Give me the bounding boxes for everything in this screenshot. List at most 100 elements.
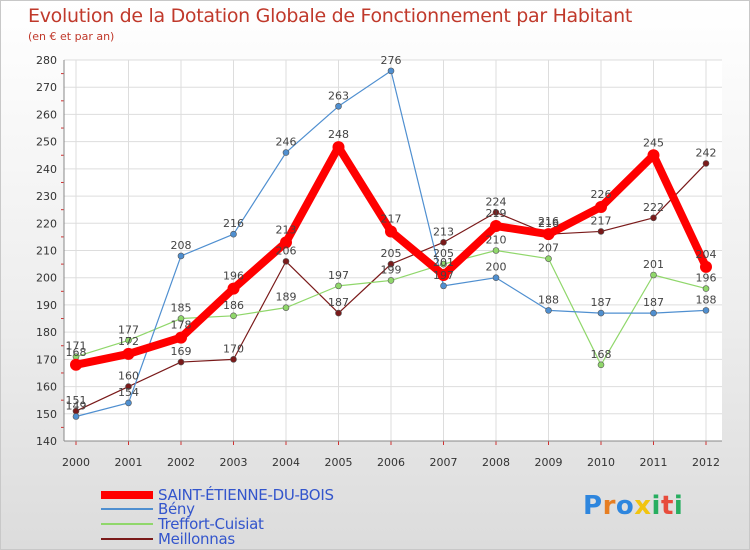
- data-point: [175, 331, 187, 344]
- data-point: [230, 230, 237, 238]
- logo-letter: t: [660, 491, 674, 521]
- data-label: 185: [171, 302, 192, 315]
- data-point: [72, 413, 80, 420]
- logo-letter: i: [651, 491, 661, 521]
- x-tick-label: 2002: [167, 456, 195, 469]
- data-point: [387, 277, 395, 284]
- data-point: [177, 252, 185, 260]
- data-point: [545, 255, 552, 262]
- legend-swatch: [101, 508, 153, 510]
- data-label: 186: [223, 299, 244, 312]
- data-label: 154: [118, 386, 139, 399]
- y-tick-label: 140: [36, 435, 57, 448]
- data-point: [650, 271, 657, 279]
- data-label: 216: [538, 217, 559, 230]
- data-label: 245: [643, 136, 664, 149]
- y-tick-label: 240: [36, 163, 57, 176]
- data-label: 196: [696, 272, 717, 285]
- data-label: 201: [643, 258, 664, 271]
- x-tick-label: 2006: [377, 456, 405, 469]
- data-label: 149: [66, 400, 87, 413]
- data-label: 201: [433, 256, 454, 269]
- legend-swatch: [101, 523, 153, 525]
- data-point: [227, 282, 240, 295]
- data-label: 178: [171, 319, 192, 332]
- data-point: [702, 285, 710, 292]
- data-point: [650, 214, 657, 222]
- data-label: 216: [538, 215, 559, 228]
- data-point: [335, 102, 342, 110]
- y-tick-label: 200: [36, 272, 57, 285]
- data-label: 204: [696, 248, 717, 261]
- data-point: [282, 258, 290, 265]
- data-label: 224: [486, 195, 507, 208]
- legend-label: Meillonnas: [158, 530, 235, 548]
- data-label: 168: [591, 348, 612, 361]
- data-point: [597, 309, 605, 317]
- data-point: [492, 274, 500, 282]
- data-point: [437, 268, 450, 281]
- data-label: 196: [223, 270, 244, 283]
- y-tick-label: 210: [36, 245, 57, 258]
- data-label: 187: [328, 296, 349, 309]
- data-label: 222: [643, 201, 664, 214]
- data-point: [230, 356, 237, 363]
- data-point: [597, 361, 605, 369]
- data-label: 187: [643, 296, 664, 309]
- data-label: 226: [591, 188, 612, 201]
- data-point: [387, 67, 395, 75]
- data-label: 172: [118, 335, 139, 348]
- data-point: [595, 200, 607, 213]
- data-label: 213: [276, 223, 297, 236]
- data-label: 200: [486, 261, 507, 274]
- data-label: 217: [381, 212, 402, 225]
- data-point: [700, 260, 712, 273]
- data-point: [125, 337, 132, 344]
- data-point: [177, 315, 185, 322]
- logo-letter: o: [615, 491, 635, 521]
- legend-swatch: [101, 491, 153, 499]
- data-point: [282, 304, 290, 311]
- logo-letter: P: [583, 491, 603, 521]
- data-label: 263: [328, 89, 349, 102]
- legend-swatch: [101, 538, 153, 540]
- x-tick-label: 2005: [325, 456, 353, 469]
- data-point: [492, 209, 500, 216]
- legend-label: Bény: [158, 500, 195, 518]
- data-label: 213: [433, 225, 454, 238]
- x-tick-label: 2011: [640, 456, 668, 469]
- data-label: 168: [66, 346, 87, 359]
- data-point: [647, 149, 660, 162]
- data-label: 248: [328, 128, 349, 141]
- x-tick-label: 2001: [115, 456, 143, 469]
- data-point: [542, 228, 555, 241]
- x-tick-label: 2008: [482, 456, 510, 469]
- x-tick-label: 2007: [430, 456, 458, 469]
- data-point: [440, 239, 447, 246]
- data-label: 199: [381, 263, 402, 276]
- data-label: 170: [223, 342, 244, 355]
- data-label: 208: [171, 239, 192, 252]
- data-label: 197: [328, 269, 349, 282]
- legend-item-saint-etienne-du-bois: SAINT-ÉTIENNE-DU-BOIS: [101, 486, 334, 504]
- y-tick-label: 150: [36, 408, 57, 421]
- data-point: [230, 312, 237, 320]
- data-label: 171: [66, 340, 87, 353]
- data-point: [597, 228, 605, 235]
- legend-label: SAINT-ÉTIENNE-DU-BOIS: [158, 486, 334, 504]
- data-point: [280, 236, 292, 249]
- data-point: [335, 309, 342, 317]
- y-tick-label: 170: [36, 353, 57, 366]
- x-tick-label: 2000: [62, 456, 90, 469]
- y-tick-label: 160: [36, 381, 57, 394]
- data-point: [650, 309, 657, 317]
- data-label: 189: [276, 291, 297, 304]
- data-point: [702, 307, 710, 314]
- x-tick-label: 2010: [587, 456, 615, 469]
- data-point: [177, 358, 185, 366]
- data-point: [492, 247, 500, 254]
- data-label: 205: [381, 247, 402, 260]
- proxiti-logo: Proxiti: [583, 491, 683, 521]
- data-label: 216: [223, 217, 244, 230]
